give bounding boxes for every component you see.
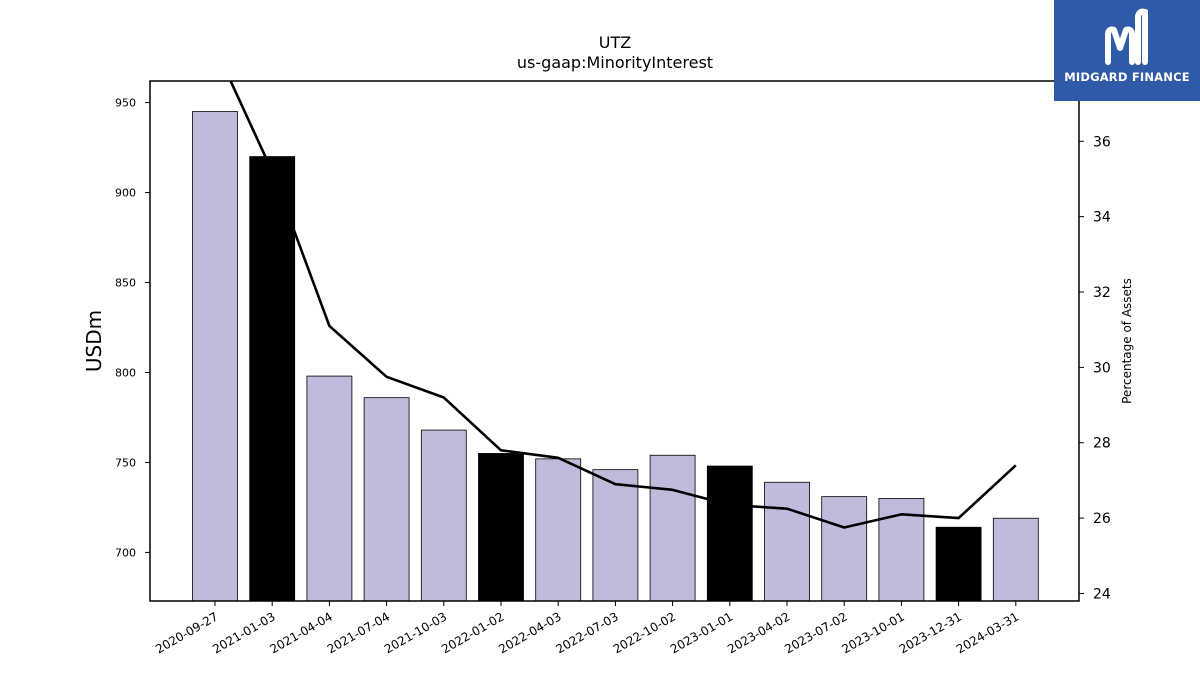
- left-tick-label: 950: [115, 97, 136, 110]
- bar-2023-07-02: [821, 496, 868, 602]
- bar-2023-04-02: [764, 481, 810, 602]
- x-tick-label: 2023-01-01: [668, 609, 735, 656]
- chart-subtitle: us-gaap:MinorityInterest: [517, 53, 713, 72]
- left-axis: 700 750 800 850 900 950: [115, 97, 150, 559]
- right-tick-label: 36: [1093, 134, 1111, 150]
- x-tick-label: 2021-07-04: [325, 609, 392, 656]
- x-tick-label: 2022-10-02: [611, 609, 678, 656]
- bar-2022-01-02: [478, 453, 524, 602]
- bar-2021-04-04: [306, 375, 353, 602]
- bar-2022-10-02: [649, 454, 696, 602]
- bar-2023-01-01: [706, 465, 753, 602]
- bar-2021-07-04: [363, 397, 410, 602]
- left-tick-label: 900: [115, 187, 136, 200]
- right-tick-label: 24: [1093, 586, 1111, 602]
- right-tick-label: 28: [1093, 436, 1111, 452]
- right-tick-label: 26: [1093, 511, 1111, 527]
- bar-2024-03-31: [992, 517, 1039, 602]
- x-tick-label: 2021-04-04: [267, 609, 334, 656]
- left-tick-label: 850: [115, 277, 136, 290]
- left-tick-label: 750: [115, 456, 136, 469]
- bar-group: [192, 111, 1039, 602]
- midgard-m-icon: [1105, 8, 1148, 65]
- logo-text: MIDGARD FINANCE: [1064, 70, 1190, 84]
- x-tick-label: 2022-01-02: [439, 609, 506, 656]
- chart-title: UTZ: [599, 33, 631, 52]
- line-layer: [229, 81, 1017, 529]
- right-tick-label: 32: [1093, 285, 1111, 301]
- y2-axis-label: Percentage of Assets: [1120, 278, 1134, 404]
- x-tick-label: 2024-03-31: [954, 609, 1021, 656]
- left-tick-label: 700: [115, 546, 136, 559]
- x-tick-label: 2021-10-03: [382, 609, 449, 656]
- percentage-line: [229, 81, 1017, 529]
- x-tick-label: 2023-12-31: [897, 609, 964, 656]
- right-tick-label: 34: [1093, 210, 1111, 226]
- right-axis: 24 26 28 30 32 34 36: [1079, 134, 1111, 602]
- left-tick-label: 800: [115, 366, 136, 379]
- x-tick-label: 2023-04-02: [725, 609, 792, 656]
- right-tick-label: 30: [1093, 360, 1111, 376]
- x-axis: 2020-09-272021-01-032021-04-042021-07-04…: [153, 601, 1021, 656]
- y-axis-label: USDm: [82, 310, 106, 372]
- x-tick-label: 2023-10-01: [839, 609, 906, 656]
- bar-2022-07-03: [592, 469, 639, 602]
- bar-2021-10-03: [420, 429, 467, 602]
- x-tick-label: 2022-07-03: [553, 609, 620, 656]
- x-tick-label: 2022-04-03: [496, 609, 563, 656]
- x-tick-label: 2020-09-27: [153, 609, 220, 656]
- x-tick-label: 2021-01-03: [210, 609, 277, 656]
- bar-2020-09-27: [192, 111, 238, 602]
- plot-frame: [149, 80, 1080, 602]
- x-tick-label: 2023-07-02: [782, 609, 849, 656]
- bar-2021-01-03: [249, 156, 296, 602]
- bar-2023-12-31: [935, 526, 982, 602]
- logo: MIDGARD FINANCE: [1054, 0, 1200, 101]
- bar-2022-04-03: [535, 458, 582, 602]
